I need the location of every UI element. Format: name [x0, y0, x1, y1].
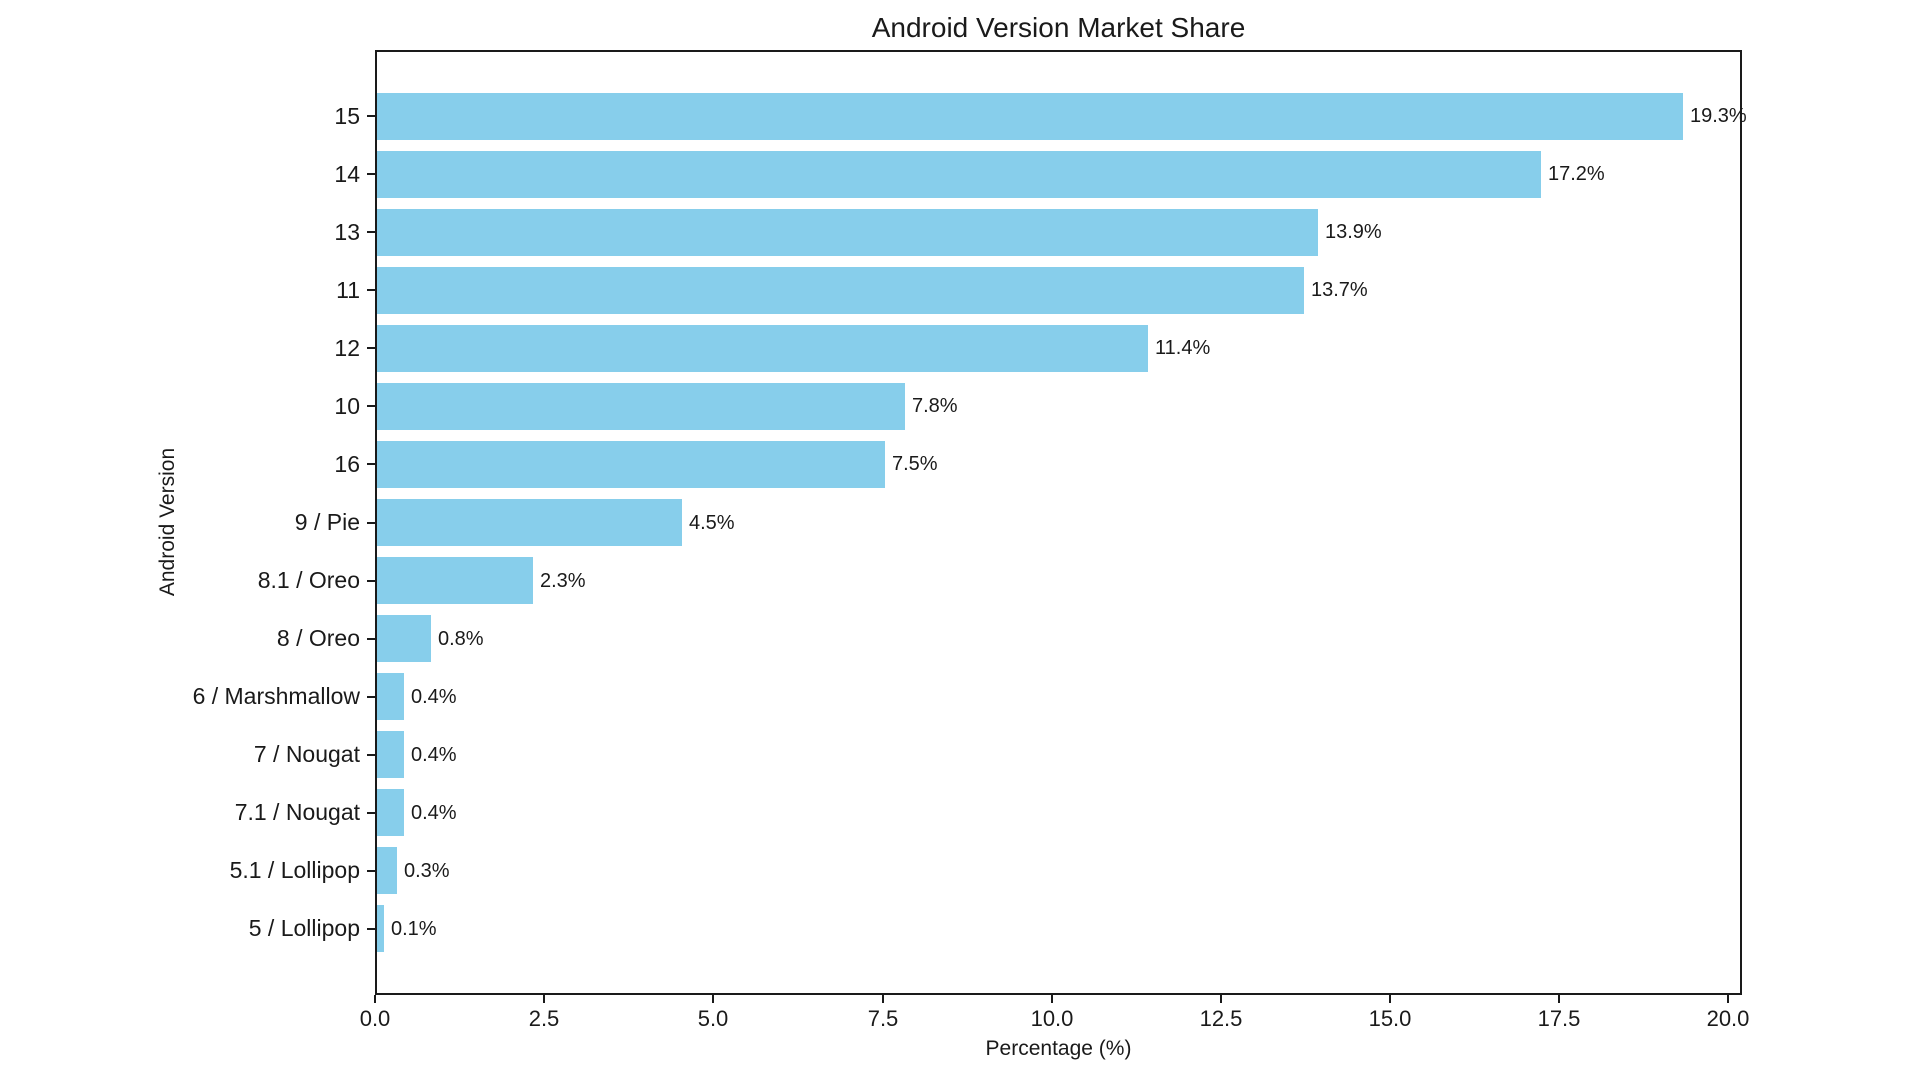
x-tick-label: 20.0 — [1706, 1006, 1750, 1031]
bar-value-label: 4.5% — [689, 512, 735, 534]
bar — [377, 267, 1304, 314]
bar — [377, 789, 404, 836]
y-tick-mark — [367, 115, 375, 117]
bar — [377, 673, 404, 720]
bar-value-label: 2.3% — [540, 570, 586, 592]
y-tick-label: 12 — [334, 335, 360, 361]
y-tick-mark — [367, 754, 375, 756]
x-axis-label: Percentage (%) — [985, 1037, 1132, 1060]
y-tick-mark — [367, 231, 375, 233]
bar-value-label: 0.3% — [404, 860, 450, 882]
bar — [377, 557, 533, 604]
x-tick-mark — [374, 995, 376, 1003]
bar-value-label: 7.8% — [912, 395, 958, 417]
x-tick-mark — [712, 995, 714, 1003]
x-tick-mark — [543, 995, 545, 1003]
bar-value-label: 0.4% — [411, 802, 457, 824]
x-tick-mark — [1558, 995, 1560, 1003]
bar-value-label: 13.9% — [1325, 221, 1382, 243]
bar — [377, 731, 404, 778]
x-tick-mark — [1389, 995, 1391, 1003]
x-tick-label: 17.5 — [1537, 1006, 1581, 1031]
x-tick-label: 10.0 — [1030, 1006, 1074, 1031]
y-tick-label: 14 — [334, 161, 360, 187]
y-tick-label: 5.1 / Lollipop — [229, 857, 360, 883]
bar — [377, 93, 1683, 140]
bar — [377, 847, 397, 894]
x-tick-label: 5.0 — [697, 1006, 729, 1031]
y-tick-mark — [367, 289, 375, 291]
bar-value-label: 19.3% — [1690, 105, 1747, 127]
bar-value-label: 0.8% — [438, 628, 484, 650]
y-tick-label: 7 / Nougat — [253, 741, 360, 767]
x-tick-mark — [882, 995, 884, 1003]
bar-value-label: 13.7% — [1311, 279, 1368, 301]
y-tick-label: 7.1 / Nougat — [234, 799, 360, 825]
y-tick-label: 5 / Lollipop — [248, 915, 360, 941]
bar — [377, 499, 682, 546]
x-tick-label: 2.5 — [528, 1006, 560, 1031]
y-tick-label: 6 / Marshmallow — [192, 683, 360, 709]
bar — [377, 209, 1318, 256]
y-tick-label: 13 — [334, 219, 360, 245]
bar-value-label: 0.4% — [411, 744, 457, 766]
y-tick-mark — [367, 928, 375, 930]
y-tick-mark — [367, 522, 375, 524]
y-tick-mark — [367, 870, 375, 872]
x-tick-label: 7.5 — [867, 1006, 899, 1031]
x-tick-label: 15.0 — [1368, 1006, 1412, 1031]
bar — [377, 905, 384, 952]
chart-title: Android Version Market Share — [871, 12, 1246, 43]
bar — [377, 383, 905, 430]
x-tick-mark — [1220, 995, 1222, 1003]
y-tick-label: 8.1 / Oreo — [257, 567, 360, 593]
x-tick-label: 0.0 — [359, 1006, 391, 1031]
bar — [377, 615, 431, 662]
y-tick-mark — [367, 696, 375, 698]
x-tick-mark — [1727, 995, 1729, 1003]
y-tick-label: 11 — [336, 277, 360, 303]
bar-value-label: 0.1% — [391, 918, 437, 940]
y-tick-label: 9 / Pie — [294, 509, 360, 535]
y-tick-label: 16 — [334, 451, 360, 477]
y-tick-mark — [367, 347, 375, 349]
bar — [377, 441, 885, 488]
x-tick-mark — [1051, 995, 1053, 1003]
bar — [377, 325, 1148, 372]
y-tick-mark — [367, 173, 375, 175]
x-tick-label: 12.5 — [1199, 1006, 1243, 1031]
y-tick-mark — [367, 638, 375, 640]
bar — [377, 151, 1541, 198]
bar-value-label: 11.4% — [1155, 337, 1211, 359]
y-tick-mark — [367, 463, 375, 465]
y-tick-label: 10 — [334, 393, 360, 419]
bar-value-label: 7.5% — [892, 453, 938, 475]
y-tick-mark — [367, 812, 375, 814]
bar-value-label: 17.2% — [1548, 163, 1605, 185]
y-tick-label: 15 — [334, 103, 360, 129]
y-tick-label: 8 / Oreo — [276, 625, 360, 651]
y-tick-mark — [367, 580, 375, 582]
bar-value-label: 0.4% — [411, 686, 457, 708]
y-tick-mark — [367, 405, 375, 407]
